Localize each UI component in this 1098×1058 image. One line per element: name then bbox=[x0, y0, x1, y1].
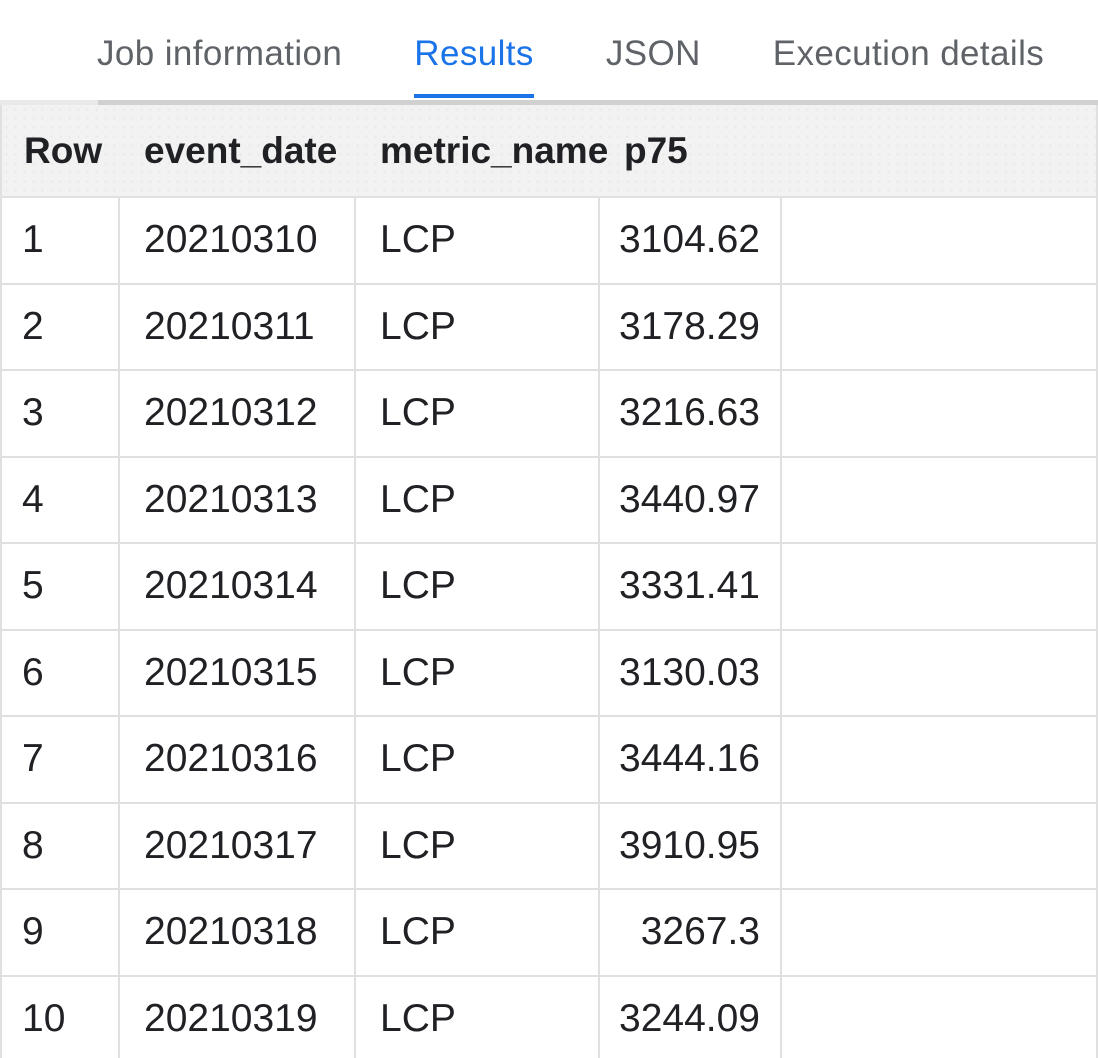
table-row: 5 20210314 LCP 3331.41 bbox=[2, 542, 1096, 629]
cell-event-date: 20210318 bbox=[120, 890, 356, 975]
column-header-filler bbox=[782, 105, 1096, 196]
tab-label: Results bbox=[414, 34, 534, 73]
cell-row-number: 2 bbox=[2, 284, 120, 369]
table-row: 6 20210315 LCP 3130.03 bbox=[2, 628, 1096, 716]
cell-row-number: 9 bbox=[2, 890, 120, 975]
column-header-p75: p75 bbox=[624, 129, 688, 171]
cell-row-number: 3 bbox=[2, 371, 120, 456]
cell-row-number: 4 bbox=[2, 457, 120, 542]
cell-metric-name: LCP bbox=[356, 803, 600, 888]
column-header-event-date: event_date bbox=[144, 129, 338, 171]
cell-p75: 3331.41 bbox=[600, 544, 782, 629]
cell-filler bbox=[782, 804, 1096, 889]
cell-p75: 3130.03 bbox=[600, 630, 782, 715]
cell-filler bbox=[782, 371, 1096, 456]
cell-filler bbox=[782, 458, 1096, 543]
cell-p75: 3440.97 bbox=[600, 457, 782, 542]
cell-filler bbox=[782, 544, 1096, 629]
tab-results[interactable]: Results bbox=[378, 0, 570, 98]
tab-label: Execution details bbox=[772, 34, 1045, 73]
cell-metric-name: LCP bbox=[356, 717, 600, 802]
cell-row-number: 8 bbox=[2, 803, 120, 888]
table-row: 10 20210319 LCP 3244.09 bbox=[2, 974, 1096, 1058]
cell-row-number: 10 bbox=[2, 976, 120, 1058]
horizontal-scrollbar-thumb[interactable] bbox=[98, 100, 1098, 105]
cell-metric-name: LCP bbox=[356, 371, 600, 456]
cell-metric-name: LCP bbox=[356, 198, 600, 283]
table-row: 1 20210310 LCP 3104.62 bbox=[2, 196, 1096, 283]
cell-filler bbox=[782, 285, 1096, 370]
cell-event-date: 20210314 bbox=[120, 544, 356, 629]
cell-metric-name: LCP bbox=[356, 544, 600, 629]
table-header-row: Row event_date metric_name p75 bbox=[2, 105, 1096, 196]
cell-filler bbox=[782, 631, 1096, 716]
cell-p75: 3910.95 bbox=[600, 803, 782, 888]
column-header-row: Row bbox=[24, 129, 103, 171]
cell-filler bbox=[782, 890, 1096, 975]
table-row: 7 20210316 LCP 3444.16 bbox=[2, 715, 1096, 802]
cell-metric-name: LCP bbox=[356, 457, 600, 542]
cell-row-number: 6 bbox=[2, 630, 120, 715]
cell-p75: 3444.16 bbox=[600, 717, 782, 802]
column-header-metric-name: metric_name bbox=[380, 129, 609, 171]
cell-p75: 3104.62 bbox=[600, 198, 782, 283]
tab-label: JSON bbox=[605, 34, 701, 73]
results-table: Row event_date metric_name p75 1 2021031… bbox=[0, 105, 1098, 1058]
active-tab-indicator bbox=[414, 94, 534, 98]
table-row: 2 20210311 LCP 3178.29 bbox=[2, 282, 1096, 370]
cell-row-number: 7 bbox=[2, 717, 120, 802]
table-row: 8 20210317 LCP 3910.95 bbox=[2, 801, 1096, 889]
cell-p75: 3178.29 bbox=[600, 284, 782, 369]
table-row: 9 20210318 LCP 3267.3 bbox=[2, 888, 1096, 975]
cell-event-date: 20210313 bbox=[120, 457, 356, 542]
cell-event-date: 20210311 bbox=[120, 284, 356, 369]
cell-metric-name: LCP bbox=[356, 890, 600, 975]
cell-row-number: 1 bbox=[2, 198, 120, 283]
cell-filler bbox=[782, 198, 1096, 283]
cell-row-number: 5 bbox=[2, 544, 120, 629]
cell-event-date: 20210315 bbox=[120, 630, 356, 715]
cell-p75: 3267.3 bbox=[600, 890, 782, 975]
table-row: 4 20210313 LCP 3440.97 bbox=[2, 455, 1096, 543]
cell-p75: 3244.09 bbox=[600, 976, 782, 1058]
tab-execution-details[interactable]: Execution details bbox=[737, 0, 1080, 98]
cell-filler bbox=[782, 717, 1096, 802]
cell-event-date: 20210317 bbox=[120, 803, 356, 888]
tab-job-information[interactable]: Job information bbox=[61, 0, 378, 98]
tab-bar: Job information Results JSON Execution d… bbox=[0, 0, 1098, 98]
cell-event-date: 20210316 bbox=[120, 717, 356, 802]
cell-metric-name: LCP bbox=[356, 976, 600, 1058]
cell-event-date: 20210310 bbox=[120, 198, 356, 283]
cell-p75: 3216.63 bbox=[600, 371, 782, 456]
cell-metric-name: LCP bbox=[356, 284, 600, 369]
cell-filler bbox=[782, 977, 1096, 1058]
cell-event-date: 20210312 bbox=[120, 371, 356, 456]
cell-event-date: 20210319 bbox=[120, 976, 356, 1058]
tab-json[interactable]: JSON bbox=[570, 0, 737, 98]
tab-label: Job information bbox=[97, 34, 343, 73]
horizontal-scrollbar[interactable] bbox=[0, 100, 1098, 105]
cell-metric-name: LCP bbox=[356, 630, 600, 715]
table-body: 1 20210310 LCP 3104.62 2 20210311 LCP 31… bbox=[2, 196, 1096, 1058]
table-row: 3 20210312 LCP 3216.63 bbox=[2, 369, 1096, 456]
